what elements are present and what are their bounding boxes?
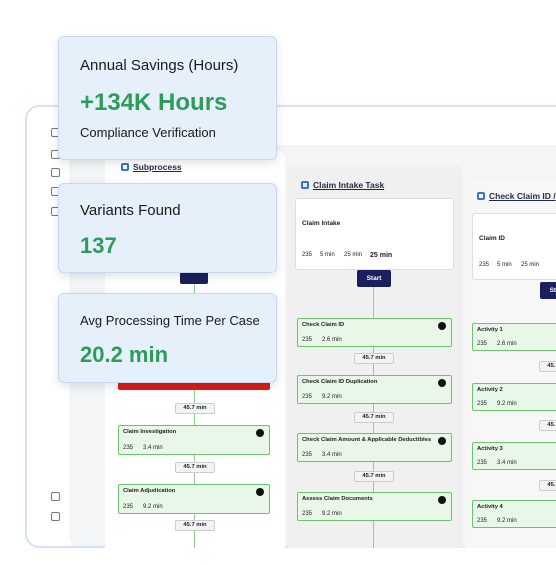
task-stat: 25 min	[370, 252, 393, 259]
node-count: 235	[477, 341, 488, 347]
node-count: 235	[302, 511, 313, 517]
node-label: Check Claim Amount & Applicable Deductib…	[302, 437, 432, 443]
activity-node[interactable]	[297, 433, 452, 462]
node-time: 3.4 min	[322, 452, 342, 458]
node-label: Activity 4	[477, 504, 503, 510]
node-label: Check Claim ID Duplication	[302, 379, 378, 385]
card-subtitle: Compliance Verification	[80, 125, 216, 140]
task-box	[472, 213, 556, 280]
sidebar-icon[interactable]	[51, 168, 60, 177]
duration-label: 45.7 min	[354, 412, 394, 423]
node-time: 9.2 min	[497, 518, 517, 524]
card-value: 20.2 min	[80, 342, 169, 367]
node-time: 9.2 min	[322, 394, 342, 400]
activity-node[interactable]	[297, 318, 452, 347]
metric-card	[58, 36, 277, 160]
activity-node[interactable]	[297, 492, 452, 521]
activity-node[interactable]	[472, 442, 556, 470]
duration-label: 45.7 min	[539, 361, 556, 372]
node-label: Activity 2	[477, 387, 503, 393]
node-time: 3.4 min	[497, 460, 517, 466]
node-label: Claim Investigation	[123, 429, 177, 435]
activity-node[interactable]	[472, 383, 556, 411]
card-title: Variants Found	[80, 202, 181, 219]
panel-title[interactable]: Claim Intake Task	[313, 180, 385, 190]
node-menu[interactable]	[438, 496, 446, 504]
node-label: Activity 3	[477, 446, 503, 452]
node-time: 9.2 min	[497, 401, 517, 407]
duration-label: 45.7 min	[175, 520, 215, 531]
node-count: 235	[477, 518, 488, 524]
card-value: +134K Hours	[80, 89, 228, 116]
activity-node[interactable]	[472, 500, 556, 528]
panel-icon	[477, 192, 485, 200]
task-stat: 235	[479, 262, 490, 268]
task-stat: 25 min	[521, 262, 540, 268]
node-menu[interactable]	[438, 379, 446, 387]
duration-label: 45.7 min	[175, 403, 215, 414]
activity-node[interactable]	[118, 425, 270, 455]
card-value: 137	[80, 233, 117, 258]
task-stat: 235	[302, 252, 313, 258]
flow-line	[194, 280, 195, 548]
activity-node[interactable]	[118, 484, 270, 514]
node-count: 235	[123, 504, 134, 510]
panel-title[interactable]: Check Claim ID /	[489, 191, 556, 201]
node-time: 3.4 min	[143, 445, 163, 451]
activity-node[interactable]	[472, 323, 556, 351]
task-stat: 5 min	[497, 262, 512, 268]
task-stat: 25 min	[344, 252, 363, 258]
duration-label: 45.7 min	[539, 480, 556, 491]
node-menu[interactable]	[256, 429, 264, 437]
node-count: 235	[477, 401, 488, 407]
node-time: 2.6 min	[322, 337, 342, 343]
node-label: Claim Adjudication	[123, 488, 176, 494]
node-time: 9.2 min	[322, 511, 342, 517]
sidebar-icon[interactable]	[51, 492, 60, 501]
card-title: Annual Savings (Hours)	[80, 57, 239, 74]
node-label: Activity 1	[477, 327, 503, 333]
task-box	[295, 198, 454, 270]
node-menu[interactable]	[256, 488, 264, 496]
duration-label: 45.7 min	[354, 471, 394, 482]
node-count: 235	[302, 337, 313, 343]
sidebar-icon[interactable]	[51, 512, 60, 521]
node-count: 235	[302, 394, 313, 400]
node-count: 235	[477, 460, 488, 466]
node-menu[interactable]	[438, 437, 446, 445]
start-button[interactable]: Start	[357, 270, 391, 287]
node-time: 9.2 min	[143, 504, 163, 510]
task-label: Claim Intake	[302, 220, 341, 227]
metric-card	[58, 183, 277, 273]
card-title: Avg Processing Time Per Case	[80, 313, 260, 328]
task-label: Claim ID	[479, 235, 506, 242]
node-count: 235	[302, 452, 313, 458]
duration-label: 45.7 min	[539, 420, 556, 431]
panel-icon	[301, 181, 309, 189]
duration-label: 45.7 min	[175, 462, 215, 473]
node-menu[interactable]	[438, 322, 446, 330]
task-stat: 5 min	[320, 252, 335, 258]
panel-icon	[121, 163, 129, 171]
node-label: Check Claim ID	[302, 322, 345, 328]
metric-card	[58, 293, 277, 383]
node-label: Assess Claim Documents	[302, 496, 373, 502]
duration-label: 45.7 min	[354, 353, 394, 364]
start-button[interactable]: Start	[540, 282, 556, 299]
node-time: 2.6 min	[497, 341, 517, 347]
activity-node[interactable]	[297, 375, 452, 404]
panel-title[interactable]: Subprocess	[133, 162, 182, 172]
node-count: 235	[123, 445, 134, 451]
start-button[interactable]	[180, 272, 208, 284]
